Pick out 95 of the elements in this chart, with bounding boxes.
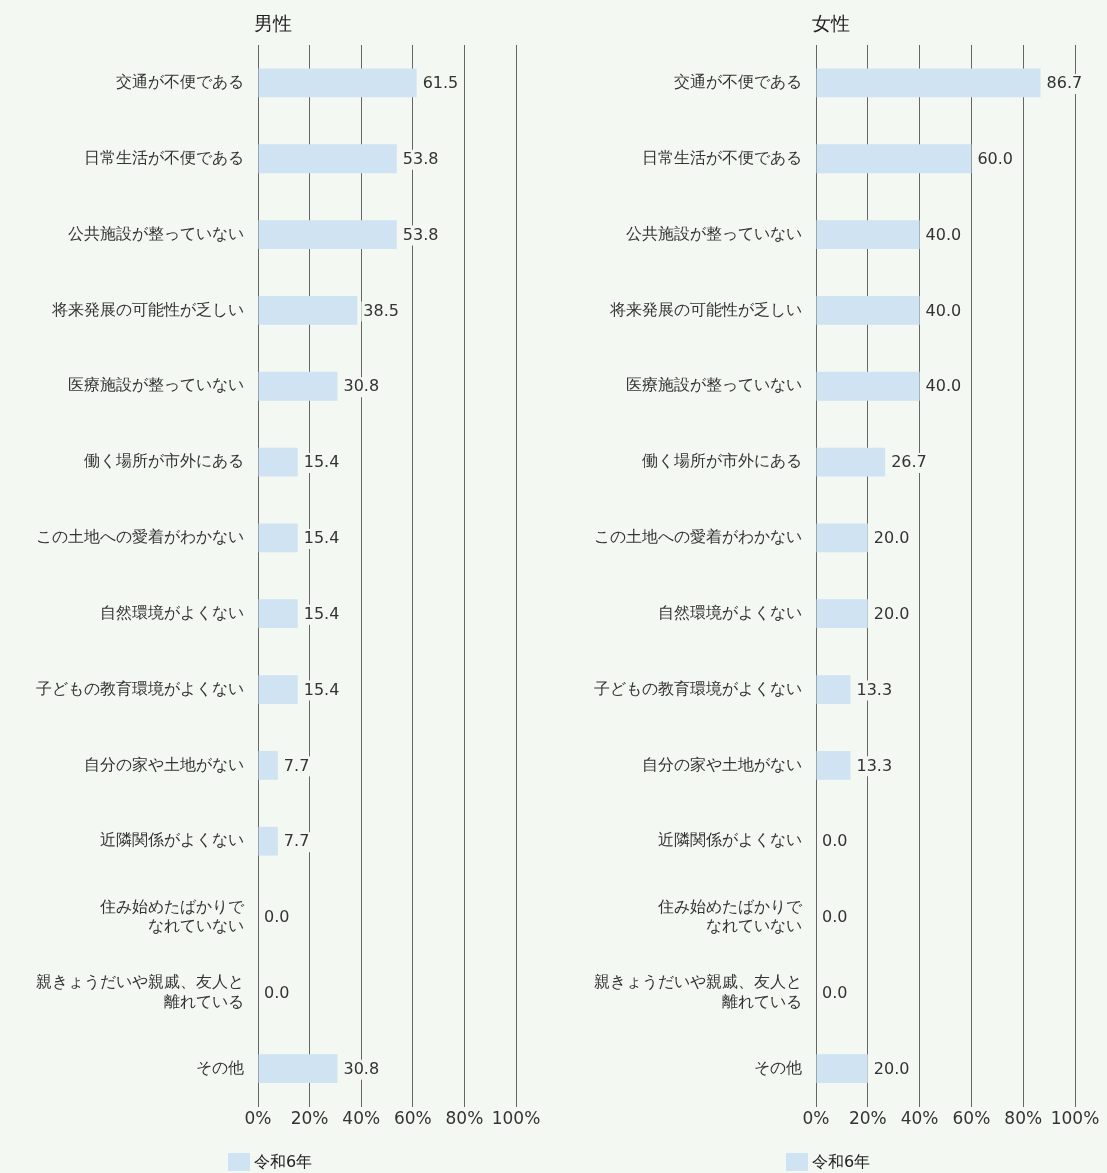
y-tick-label: 親きょうだいや親戚、友人と離れている: [594, 972, 802, 1011]
data-label: 40.0: [925, 300, 962, 320]
bar: [258, 599, 298, 629]
y-tick-label: 住み始めたばかりでなれていない: [99, 896, 245, 935]
x-tick-label: 40%: [342, 1108, 381, 1129]
y-tick-label: その他: [196, 1057, 244, 1077]
x-tick-label: 60%: [393, 1108, 432, 1129]
y-tick-label: この土地への愛着がわかない: [594, 527, 802, 547]
data-label: 40.0: [925, 376, 962, 396]
x-tick-label: 20%: [848, 1108, 887, 1129]
x-tick-label: 80%: [445, 1108, 484, 1129]
bar: [258, 826, 278, 856]
data-label: 15.4: [303, 679, 340, 699]
bar: [816, 220, 920, 249]
bar: [258, 675, 298, 704]
bar: [816, 144, 972, 174]
bar: [258, 371, 338, 401]
data-label: 86.7: [1046, 73, 1083, 93]
bar: [258, 1054, 338, 1084]
y-tick-label: 働く場所が市外にある: [642, 451, 802, 471]
data-label: 7.7: [283, 831, 310, 851]
legend-label: 令和6年: [812, 1152, 871, 1172]
y-tick-label: 交通が不便である: [674, 72, 802, 92]
data-label: 20.0: [873, 1058, 910, 1078]
y-tick-label: 自然環境がよくない: [100, 602, 244, 622]
bar: [816, 599, 868, 629]
y-tick-label: 住み始めたばかりでなれていない: [657, 896, 803, 935]
x-tick-label: 0%: [244, 1108, 272, 1129]
bar: [258, 750, 278, 780]
y-tick-label: 自分の家や土地がない: [84, 754, 244, 774]
x-tick-label: 100%: [491, 1108, 541, 1129]
data-label: 13.3: [856, 755, 893, 775]
data-label: 0.0: [822, 907, 848, 927]
data-label: 0.0: [822, 831, 848, 851]
y-tick-label: 近隣関係がよくない: [100, 830, 244, 850]
y-tick-label: 自分の家や土地がない: [642, 754, 802, 774]
data-label: 7.7: [283, 755, 310, 775]
data-label: 20.0: [873, 603, 910, 623]
data-label: 30.8: [343, 1058, 380, 1078]
x-tick-label: 60%: [952, 1108, 991, 1129]
data-label: 30.8: [343, 376, 380, 396]
y-tick-label: 医療施設が整っていない: [68, 375, 244, 395]
bar: [258, 68, 417, 98]
x-tick-label: 0%: [802, 1108, 830, 1129]
y-tick-label: 近隣関係がよくない: [658, 830, 802, 850]
bar: [816, 675, 851, 704]
data-label: 60.0: [977, 148, 1014, 168]
y-tick-label: 子どもの教育環境がよくない: [594, 678, 802, 698]
data-label: 0.0: [264, 983, 290, 1003]
bar: [816, 750, 851, 780]
data-label: 61.5: [422, 73, 459, 93]
bar: [816, 68, 1041, 98]
y-tick-label: 親きょうだいや親戚、友人と離れている: [36, 972, 244, 1011]
y-tick-label: 自然環境がよくない: [658, 602, 802, 622]
y-tick-label: 子どもの教育環境がよくない: [36, 678, 244, 698]
bar: [816, 447, 886, 477]
bar: [258, 220, 397, 249]
data-label: 40.0: [925, 224, 962, 244]
data-label: 53.8: [402, 148, 439, 168]
y-tick-label: 将来発展の可能性が乏しい: [609, 299, 802, 319]
data-label: 13.3: [856, 679, 893, 699]
data-label: 38.5: [363, 300, 399, 320]
x-tick-label: 100%: [1050, 1108, 1100, 1129]
data-label: 0.0: [264, 907, 290, 927]
legend-label: 令和6年: [254, 1152, 313, 1172]
chart-title: 女性: [812, 11, 850, 34]
data-label: 53.8: [402, 224, 439, 244]
y-tick-label: この土地への愛着がわかない: [36, 527, 244, 547]
bar: [258, 144, 397, 174]
y-tick-label: 日常生活が不便である: [84, 147, 244, 167]
bar: [816, 295, 920, 325]
bar: [258, 447, 298, 477]
data-label: 20.0: [873, 528, 910, 548]
bar: [258, 523, 298, 553]
y-tick-label: その他: [754, 1057, 802, 1077]
data-label: 15.4: [303, 603, 340, 623]
x-tick-label: 40%: [900, 1108, 939, 1129]
data-label: 0.0: [822, 983, 848, 1003]
bar: [258, 295, 358, 325]
y-tick-label: 医療施設が整っていない: [626, 375, 802, 395]
y-tick-label: 公共施設が整っていない: [68, 223, 244, 243]
chart-title: 男性: [254, 11, 292, 34]
y-tick-label: 将来発展の可能性が乏しい: [51, 299, 244, 319]
data-label: 15.4: [303, 528, 340, 548]
x-tick-label: 20%: [290, 1108, 329, 1129]
bar: [816, 523, 868, 553]
bar: [816, 1054, 868, 1084]
y-tick-label: 公共施設が整っていない: [626, 223, 802, 243]
y-tick-label: 働く場所が市外にある: [84, 451, 244, 471]
y-tick-label: 日常生活が不便である: [642, 147, 802, 167]
x-tick-label: 80%: [1004, 1108, 1043, 1129]
data-label: 26.7: [891, 452, 927, 472]
data-label: 15.4: [303, 452, 340, 472]
y-tick-label: 交通が不便である: [116, 72, 244, 92]
bar: [816, 371, 920, 401]
